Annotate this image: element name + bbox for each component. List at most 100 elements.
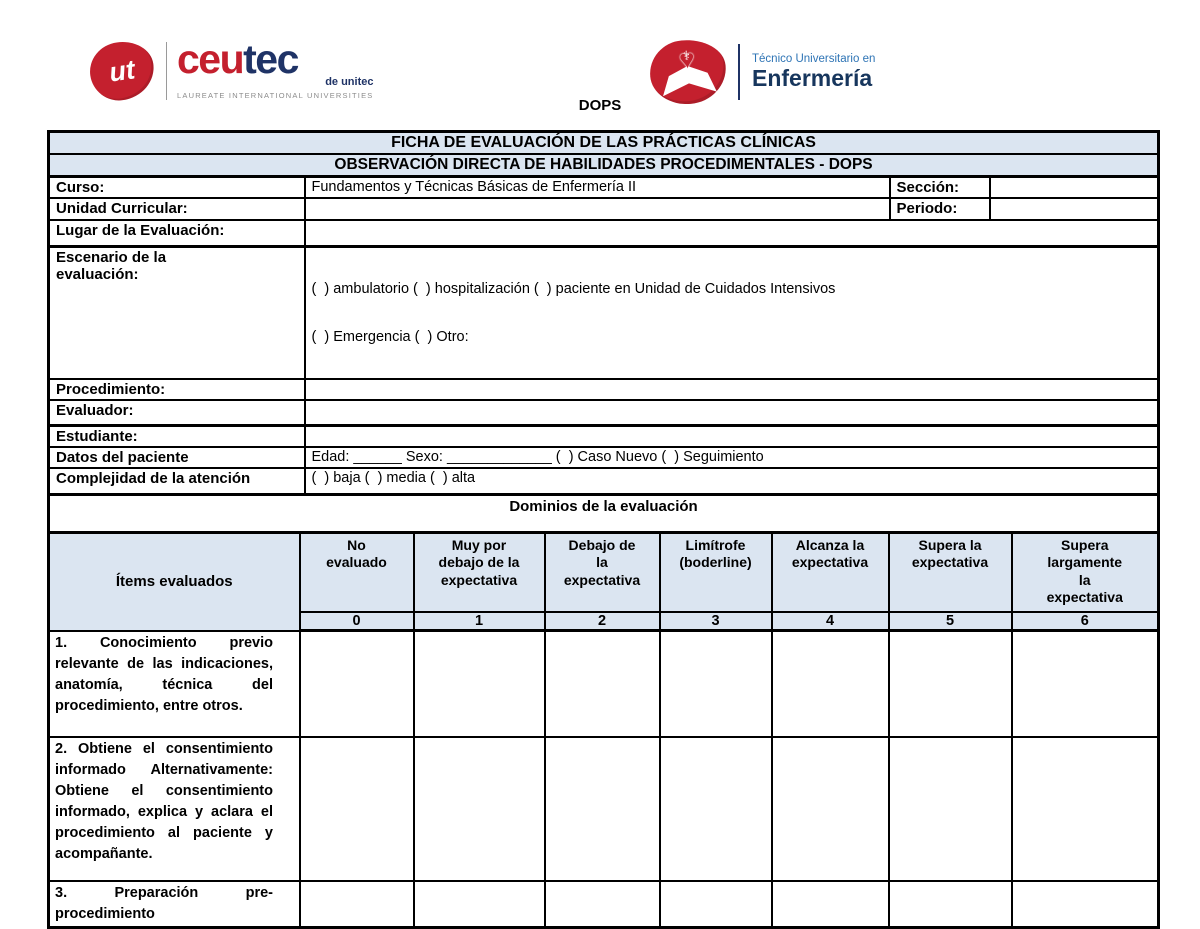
rating-cell xyxy=(658,735,773,882)
scale-header-2: Debajo de la expectativa xyxy=(543,531,661,613)
row-escenario: Escenario de la evaluación: ( ) ambulato… xyxy=(47,245,1160,380)
scale-header-3: Limítrofe (boderline) xyxy=(658,531,773,613)
ceutec-wordmark: ceutec de unitec LAUREATE INTERNATIONAL … xyxy=(177,39,374,101)
item-3-text: 3. Preparación pre-procedimiento xyxy=(47,879,301,928)
scale-header-4: Alcanza la expectativa xyxy=(770,531,890,613)
rubric-table: Ítems evaluados No evaluado Muy por deba… xyxy=(47,530,1160,929)
rubric-item-row-3: 3. Preparación pre-procedimiento xyxy=(47,879,1160,928)
form-info-table: FICHA DE EVALUACIÓN DE LAS PRÁCTICAS CLÍ… xyxy=(47,130,1161,534)
row-procedimiento: Procedimiento: xyxy=(47,377,1160,401)
items-evaluados-header: Ítems evaluados xyxy=(47,531,301,632)
row-curso: Curso: Fundamentos y Técnicas Básicas de… xyxy=(47,175,1160,199)
periodo-value-cell xyxy=(988,197,1160,221)
rating-cell xyxy=(298,879,415,928)
escenario-options-line1: ( ) ambulatorio ( ) hospitalización ( ) … xyxy=(311,280,836,297)
ceutec-mark-text: ut xyxy=(107,53,137,88)
rating-cell xyxy=(1010,879,1160,928)
rating-cell xyxy=(543,735,661,882)
rating-cell xyxy=(887,629,1013,738)
rating-cell xyxy=(412,735,546,882)
scale-score-1: 1 xyxy=(412,611,546,632)
ceutec-name-red: ceu xyxy=(177,36,245,82)
ceutec-ut-icon: ut xyxy=(86,37,158,105)
enfermeria-wordmark: Técnico Universitario en Enfermería xyxy=(752,53,875,92)
ceutec-name-blue: tec xyxy=(243,36,299,82)
row-evaluador: Evaluador: xyxy=(47,398,1160,427)
procedimiento-label: Procedimiento: xyxy=(47,377,306,401)
rating-cell xyxy=(887,735,1013,882)
lugar-value-cell xyxy=(303,219,1160,248)
estudiante-label: Estudiante: xyxy=(47,424,306,448)
ceutec-subtitle: de unitec xyxy=(325,76,374,88)
item-2-text: 2. Obtiene el consentimiento informado A… xyxy=(47,735,301,882)
rubric-score-row: 0 1 2 3 4 5 6 xyxy=(49,611,1160,632)
scale-score-5: 5 xyxy=(887,611,1013,632)
escenario-label: Escenario de la evaluación: xyxy=(47,245,306,380)
rating-cell xyxy=(298,629,415,738)
rating-cell xyxy=(412,629,546,738)
row-complejidad: Complejidad de la atención ( ) baja ( ) … xyxy=(47,467,1160,496)
logo-divider xyxy=(166,42,167,100)
datos-paciente-label: Datos del paciente xyxy=(47,446,306,469)
scale-score-2: 2 xyxy=(543,611,661,632)
form-title-sub: OBSERVACIÓN DIRECTA DE HABILIDADES PROCE… xyxy=(47,153,1160,178)
datos-paciente-value: Edad: ______ Sexo: _____________ ( ) Cas… xyxy=(303,446,1160,469)
periodo-label: Periodo: xyxy=(888,197,991,221)
lugar-label: Lugar de la Evaluación: xyxy=(47,219,306,248)
scale-score-3: 3 xyxy=(658,611,773,632)
rubric-header-row: Ítems evaluados No evaluado Muy por deba… xyxy=(47,531,1160,632)
ceutec-name: ceutec xyxy=(177,39,373,80)
dominios-section-title: Dominios de la evaluación xyxy=(47,493,1160,534)
curso-label: Curso: xyxy=(47,175,306,199)
rating-cell xyxy=(770,735,890,882)
item-1-text: 1. Conocimiento previo relevante de las … xyxy=(47,629,301,738)
escenario-options-cell: ( ) ambulatorio ( ) hospitalización ( ) … xyxy=(303,245,1160,380)
rating-cell xyxy=(543,879,661,928)
enfermeria-title: Enfermería xyxy=(752,64,873,91)
row-estudiante: Estudiante: xyxy=(47,424,1160,448)
rating-cell xyxy=(1010,735,1160,882)
row-dominios: Dominios de la evaluación xyxy=(47,493,1160,534)
rating-cell xyxy=(770,629,890,738)
rating-cell xyxy=(887,879,1013,928)
curso-value: Fundamentos y Técnicas Básicas de Enferm… xyxy=(303,175,891,199)
unidad-value-cell xyxy=(303,197,891,221)
scale-score-0: 0 xyxy=(298,611,415,632)
rating-cell xyxy=(543,629,661,738)
rating-cell xyxy=(658,629,773,738)
procedimiento-value-cell xyxy=(303,377,1160,401)
complejidad-value: ( ) baja ( ) media ( ) alta xyxy=(303,467,1160,496)
row-title-sub: OBSERVACIÓN DIRECTA DE HABILIDADES PROCE… xyxy=(47,153,1160,178)
form-body: FICHA DE EVALUACIÓN DE LAS PRÁCTICAS CLÍ… xyxy=(47,130,1161,929)
scale-score-6: 6 xyxy=(1010,611,1160,632)
evaluador-label: Evaluador: xyxy=(47,398,306,427)
complejidad-label: Complejidad de la atención xyxy=(47,467,306,496)
page-title: DOPS xyxy=(578,97,622,114)
row-datos-paciente: Datos del paciente Edad: ______ Sexo: __… xyxy=(47,446,1160,469)
form-title-main: FICHA DE EVALUACIÓN DE LAS PRÁCTICAS CLÍ… xyxy=(47,130,1160,155)
logo-divider xyxy=(738,44,740,100)
ceutec-tagline: LAUREATE INTERNATIONAL UNIVERSITIES xyxy=(177,91,374,100)
scale-header-5: Supera la expectativa xyxy=(887,531,1013,613)
rating-cell xyxy=(770,879,890,928)
scale-header-1: Muy por debajo de la expectativa xyxy=(412,531,546,613)
rating-cell xyxy=(658,879,773,928)
rating-cell xyxy=(298,735,415,882)
unidad-label: Unidad Curricular: xyxy=(47,197,306,221)
ceutec-logo: ut ceutec de unitec LAUREATE INTERNATION… xyxy=(86,37,374,105)
rating-cell xyxy=(412,879,546,928)
escenario-options-line2: ( ) Emergencia ( ) Otro: xyxy=(311,328,469,345)
scale-header-6: Supera largamente la expectativa xyxy=(1010,531,1160,613)
row-lugar: Lugar de la Evaluación: xyxy=(47,219,1160,248)
seccion-value-cell xyxy=(988,175,1160,199)
estudiante-value-cell xyxy=(303,424,1160,448)
scale-header-0: No evaluado xyxy=(298,531,415,613)
enfermeria-logo: ♥ ⚕ Técnico Universitario en Enfermería xyxy=(647,36,875,108)
row-title-main: FICHA DE EVALUACIÓN DE LAS PRÁCTICAS CLÍ… xyxy=(47,130,1160,155)
rubric-item-row-1: 1. Conocimiento previo relevante de las … xyxy=(47,629,1160,738)
evaluador-value-cell xyxy=(303,398,1160,427)
seccion-label: Sección: xyxy=(888,175,991,199)
rating-cell xyxy=(1010,629,1160,738)
scale-score-4: 4 xyxy=(770,611,890,632)
row-unidad: Unidad Curricular: Periodo: xyxy=(47,197,1160,221)
